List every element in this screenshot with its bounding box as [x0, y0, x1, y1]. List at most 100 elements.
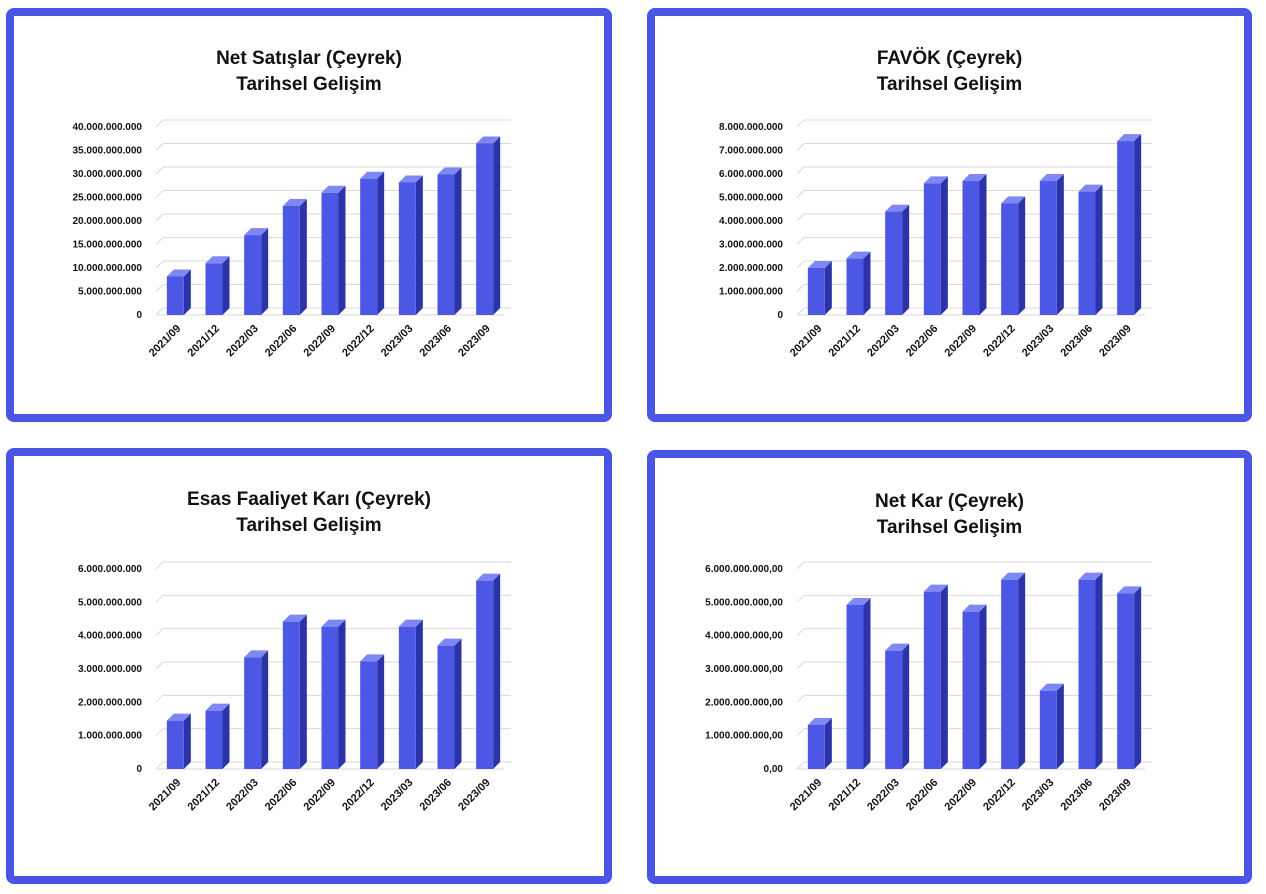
x-tick-label: 2022/12 — [340, 777, 377, 814]
bar-front — [282, 205, 300, 315]
x-tick-label: 2023/06 — [1059, 777, 1096, 814]
bar-side — [979, 174, 987, 315]
bar — [282, 198, 307, 315]
x-tick-label: 2022/09 — [302, 777, 339, 814]
bar-front — [166, 276, 184, 315]
bar-side — [1018, 196, 1026, 315]
chart-title: FAVÖK (Çeyrek) — [876, 48, 1023, 69]
bar — [846, 251, 871, 315]
grid-line — [155, 628, 164, 637]
grid-line — [155, 284, 164, 292]
chart-title: Net Satışlar (Çeyrek) — [216, 48, 402, 69]
chart-panel-net-kar: Net Kar (Çeyrek) Tarihsel Gelişim 0,00 1.… — [647, 450, 1252, 884]
bar-front — [205, 263, 223, 315]
bar-top — [321, 185, 346, 193]
grid-line — [155, 213, 164, 222]
chart-title-block: Esas Faaliyet Karı (Çeyrek) Tarihsel Gel… — [14, 487, 604, 539]
x-tick-label: 2022/06 — [904, 777, 941, 814]
y-tick-label: 20.000.000.000 — [72, 216, 142, 227]
bar — [923, 176, 948, 315]
bar — [885, 204, 910, 315]
x-tick-label: 2021/09 — [147, 777, 184, 814]
x-tick-label: 2023/09 — [1097, 323, 1134, 360]
bar-top — [166, 269, 191, 277]
bar — [398, 619, 423, 769]
bar-side — [261, 650, 269, 769]
y-tick-label: 30.000.000.000 — [72, 169, 142, 180]
bar-chart-net-kar: 0,00 1.000.000.000,00 2.000.000.000,00 3.00… — [705, 561, 1152, 814]
x-tick-label: 2022/12 — [340, 323, 377, 360]
bar — [437, 638, 462, 769]
bar — [846, 598, 871, 769]
bar-top — [885, 643, 910, 651]
y-tick-label: 7.000.000.000 — [719, 146, 783, 157]
x-tick-label: 2023/06 — [418, 777, 455, 814]
bar-top — [962, 604, 987, 612]
bar-side — [824, 261, 832, 315]
chart-title-block: Net Satışlar (Çeyrek) Tarihsel Gelişim — [14, 46, 604, 98]
bar-top — [244, 650, 269, 658]
bar-top — [923, 584, 948, 592]
bar-top — [244, 228, 269, 236]
bar-side — [415, 619, 423, 769]
chart-subtitle: Tarihsel Gelişim — [236, 74, 382, 95]
bar — [1117, 134, 1142, 315]
bar-front — [1039, 181, 1057, 315]
bar-top — [923, 176, 948, 184]
x-tick-label: 2023/03 — [379, 777, 416, 814]
bar-top — [205, 703, 230, 711]
chart-title: Net Kar (Çeyrek) — [875, 491, 1024, 512]
bar-top — [1001, 196, 1026, 204]
bar-front — [437, 174, 455, 315]
grid-line — [796, 761, 805, 770]
bar-front — [962, 181, 980, 315]
bar-side — [902, 643, 910, 769]
bar-side — [1056, 683, 1064, 769]
bar-front — [321, 192, 339, 315]
bar-side — [940, 176, 948, 315]
grid-line — [796, 284, 805, 292]
bar-front — [807, 268, 825, 315]
grid-line — [155, 661, 164, 670]
x-tick-label: 2022/06 — [263, 777, 300, 814]
bar — [437, 167, 462, 315]
bar — [923, 584, 948, 769]
bar — [885, 643, 910, 769]
bar — [807, 718, 832, 769]
y-tick-label: 25.000.000.000 — [72, 193, 142, 204]
bar-side — [493, 573, 501, 769]
x-tick-label: 2022/03 — [865, 323, 902, 360]
bar-side — [222, 256, 230, 315]
y-tick-label: 6.000.000.000,00 — [705, 564, 783, 575]
y-tick-label: 4.000.000.000,00 — [705, 631, 783, 642]
bar — [166, 269, 191, 315]
grid-line — [796, 561, 805, 570]
y-tick-label: 4.000.000.000 — [719, 216, 783, 227]
y-tick-label: 3.000.000.000 — [78, 664, 142, 675]
bar-top — [1117, 586, 1142, 594]
bar-side — [454, 638, 462, 769]
x-tick-label: 2023/06 — [418, 323, 455, 360]
bar-side — [863, 251, 871, 315]
grid-line — [155, 237, 164, 245]
y-tick-label: 10.000.000.000 — [72, 263, 142, 274]
bar-front — [923, 183, 941, 315]
x-tick-label: 2022/03 — [224, 323, 261, 360]
bar-side — [979, 604, 987, 769]
x-tick-label: 2022/06 — [263, 323, 300, 360]
bar-side — [1018, 572, 1026, 769]
bar-top — [1001, 572, 1026, 580]
chart-title-block: Net Kar (Çeyrek) Tarihsel Gelişim — [655, 489, 1244, 541]
x-tick-label: 2022/03 — [224, 777, 261, 814]
bar-top — [807, 718, 832, 725]
x-tick-label: 2021/09 — [788, 777, 825, 814]
bar-front — [807, 725, 825, 769]
bar-side — [261, 228, 269, 315]
y-tick-label: 5.000.000.000,00 — [705, 597, 783, 608]
y-tick-label: 1.000.000.000 — [78, 731, 142, 742]
bar — [244, 228, 269, 315]
bar — [360, 654, 385, 769]
grid-line — [796, 661, 805, 670]
bar-front — [476, 580, 494, 769]
chart-panel-favok: FAVÖK (Çeyrek) Tarihsel Gelişim 0 1.000.0… — [647, 8, 1252, 422]
